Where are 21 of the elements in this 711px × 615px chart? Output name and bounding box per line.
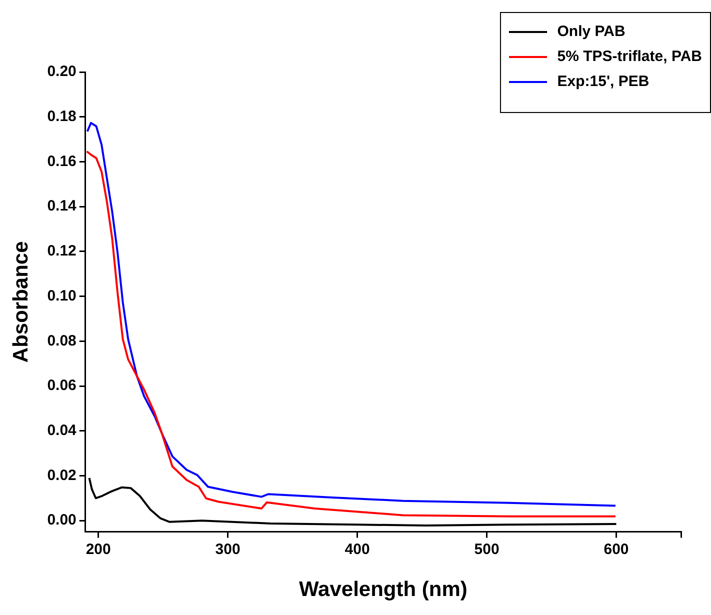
y-tick-label: 0.16 — [47, 152, 76, 170]
y-tick-label: 0.00 — [47, 512, 76, 529]
y-tick-label: 0.12 — [47, 242, 76, 260]
legend-label: Exp:15', PEB — [557, 73, 650, 90]
legend-label: Only PAB — [557, 23, 626, 40]
y-tick-label: 0.04 — [47, 422, 78, 440]
y-tick-label: 0.06 — [47, 377, 76, 394]
legend-label: 5% TPS-triflate, PAB — [557, 48, 702, 65]
x-tick-label: 200 — [86, 540, 111, 558]
y-tick-label: 0.20 — [47, 63, 76, 80]
y-tick-label: 0.02 — [47, 466, 76, 484]
x-tick-label: 500 — [474, 540, 500, 558]
x-axis-title: Wavelength (nm) — [299, 578, 468, 602]
y-axis-title: Absorbance — [9, 241, 32, 363]
x-tick-label: 600 — [604, 540, 629, 558]
y-tick-label: 0.10 — [47, 287, 76, 304]
y-tick-label: 0.18 — [47, 108, 76, 125]
y-tick-label: 0.14 — [47, 198, 78, 215]
x-tick-label: 300 — [215, 540, 240, 558]
x-tick-label: 400 — [344, 540, 370, 558]
y-tick-label: 0.08 — [47, 332, 76, 350]
